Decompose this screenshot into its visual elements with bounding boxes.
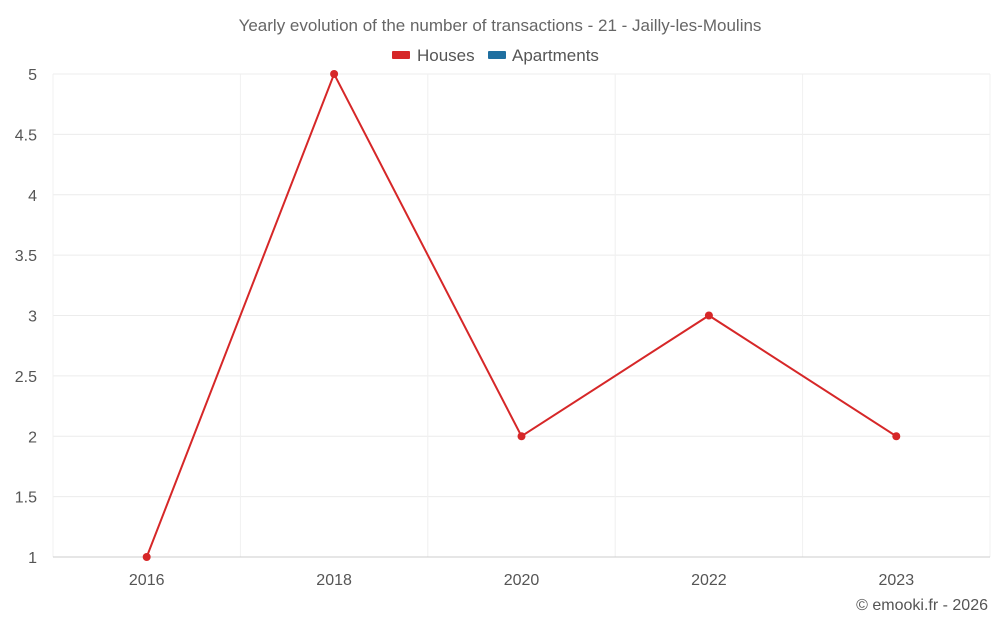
legend: Houses Apartments bbox=[392, 46, 599, 65]
y-tick-label: 2 bbox=[28, 429, 37, 446]
legend-label-houses: Houses bbox=[417, 46, 475, 65]
data-point-houses-2018[interactable] bbox=[330, 70, 339, 78]
series-layer bbox=[142, 70, 901, 561]
legend-swatch-houses bbox=[392, 51, 410, 59]
grid bbox=[52, 73, 991, 558]
y-tick-label: 1.5 bbox=[15, 490, 37, 507]
data-point-houses-2016[interactable] bbox=[142, 553, 151, 561]
chart-title: Yearly evolution of the number of transa… bbox=[239, 16, 762, 35]
legend-item-houses[interactable]: Houses bbox=[392, 46, 475, 65]
y-tick-label: 4.5 bbox=[15, 127, 37, 144]
x-axis-ticks: 2016 2018 2020 2022 2023 bbox=[129, 572, 914, 589]
data-point-houses-2023[interactable] bbox=[892, 432, 901, 441]
y-tick-label: 2.5 bbox=[15, 369, 37, 386]
y-tick-label: 4 bbox=[28, 188, 37, 205]
x-tick-label: 2018 bbox=[316, 572, 352, 589]
legend-label-apartments: Apartments bbox=[512, 46, 599, 65]
data-point-houses-2020[interactable] bbox=[517, 432, 526, 441]
legend-swatch-apartments bbox=[488, 51, 506, 59]
x-tick-label: 2023 bbox=[879, 572, 915, 589]
y-tick-label: 1 bbox=[28, 550, 37, 567]
y-tick-label: 5 bbox=[28, 67, 37, 84]
credit-text: © emooki.fr - 2026 bbox=[856, 597, 988, 614]
legend-item-apartments[interactable]: Apartments bbox=[488, 46, 599, 65]
x-tick-label: 2016 bbox=[129, 572, 165, 589]
data-point-houses-2022[interactable] bbox=[704, 311, 713, 320]
y-tick-label: 3.5 bbox=[15, 248, 37, 265]
y-tick-label: 3 bbox=[28, 309, 37, 326]
x-tick-label: 2022 bbox=[691, 572, 727, 589]
x-tick-label: 2020 bbox=[504, 572, 540, 589]
y-axis-ticks: 1 1.5 2 2.5 3 3.5 4 4.5 5 bbox=[15, 67, 37, 567]
